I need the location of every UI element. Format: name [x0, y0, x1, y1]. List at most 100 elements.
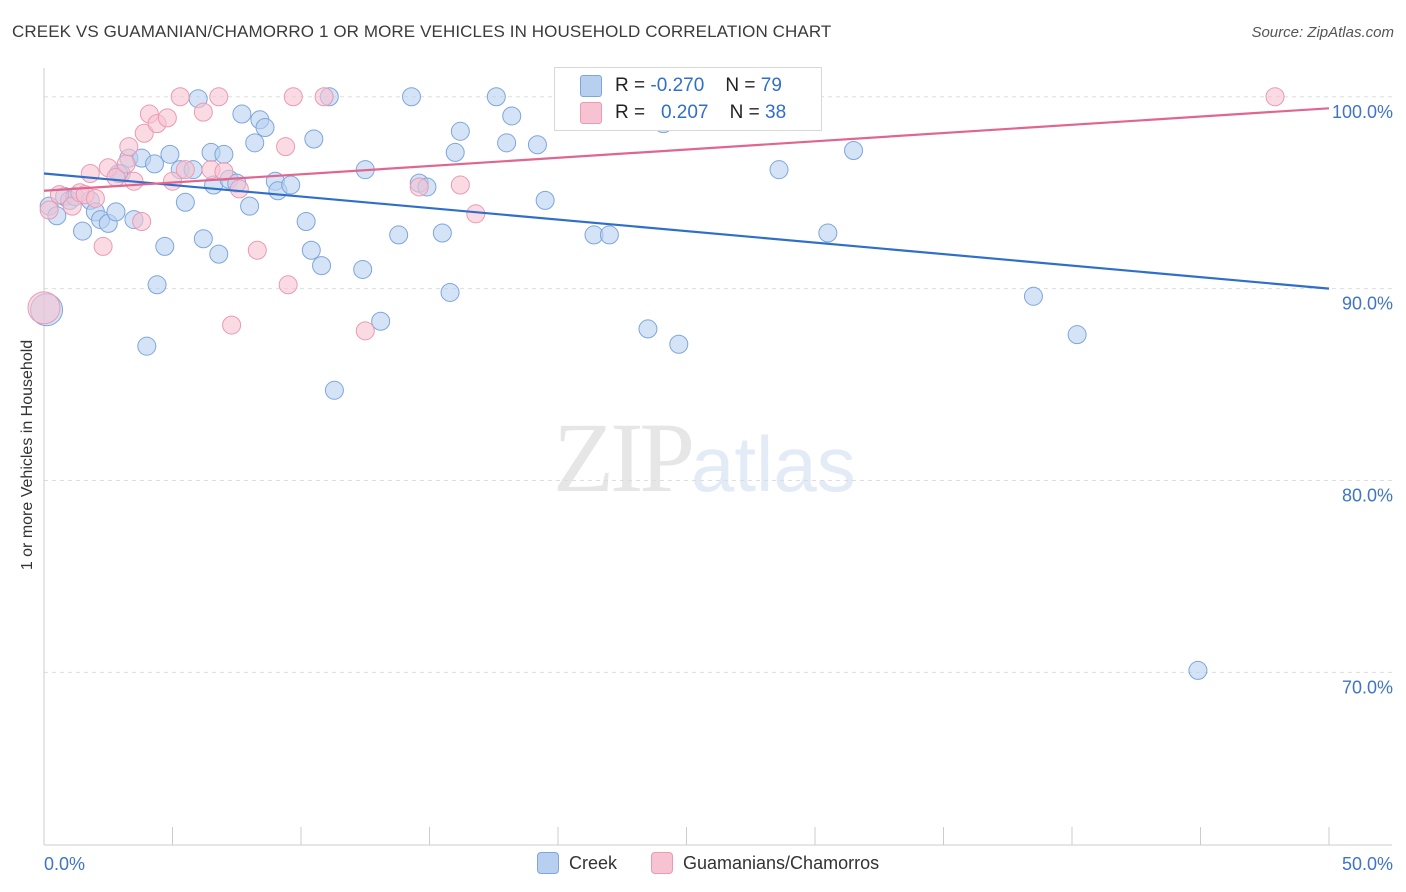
creek-r-value: -0.270	[650, 75, 705, 96]
creek-point-63	[599, 225, 619, 245]
legend-item-creek: Creek	[537, 852, 617, 874]
guam-r-label: R =	[615, 102, 646, 123]
guam-point-32	[355, 321, 375, 341]
y-tick-label-0: 100.0%	[1332, 102, 1393, 122]
creek-point-43	[324, 380, 344, 400]
creek-point-49	[402, 87, 422, 107]
chart-title: CREEK VS GUAMANIAN/CHAMORRO 1 OR MORE VE…	[12, 22, 832, 41]
creek-point-68	[669, 334, 689, 354]
creek-point-19	[160, 144, 180, 164]
guam-point-37	[27, 291, 61, 325]
creek-point-45	[353, 259, 373, 279]
y-tick-label-2: 80.0%	[1342, 485, 1393, 505]
creek-r-label: R =	[615, 75, 646, 96]
creek-point-21	[175, 192, 195, 212]
series-legend: Creek Guamanians/Chamorros	[0, 852, 1406, 876]
creek-point-58	[502, 106, 522, 126]
guam-n-label: N =	[729, 102, 760, 123]
guam-swatch	[580, 102, 602, 124]
creek-point-16	[145, 154, 165, 174]
creek-point-18	[155, 236, 175, 256]
guam-point-13	[132, 211, 152, 231]
guam-point-7	[93, 236, 113, 256]
creek-point-59	[527, 135, 547, 155]
guam-point-34	[450, 175, 470, 195]
trend-lines	[43, 107, 1330, 290]
guam-point-17	[157, 108, 177, 128]
guam-point-29	[278, 275, 298, 295]
tick-labels: 100.0% 90.0% 80.0% 70.0% 0.0% 50.0%	[44, 102, 1393, 874]
creek-point-41	[304, 129, 324, 149]
creek-point-32	[240, 196, 260, 216]
guam-n-value: 38	[765, 102, 787, 123]
x-tick-label-0: 0.0%	[44, 854, 85, 874]
guam-point-28	[276, 137, 296, 157]
guam-point-21	[193, 102, 213, 122]
creek-point-35	[255, 117, 275, 137]
guam-point-31	[314, 87, 334, 107]
guam-point-10	[116, 154, 136, 174]
creek-point-72	[818, 223, 838, 243]
watermark-atlas: atlas	[691, 420, 856, 508]
creek-point-27	[209, 244, 229, 264]
axes	[43, 68, 1392, 846]
y-tick-label-3: 70.0%	[1342, 677, 1393, 697]
guam-point-14	[134, 123, 154, 143]
legend-label-creek: Creek	[569, 852, 618, 873]
correlation-legend: R = -0.270 N = 79 R = 0.207 N = 38	[554, 67, 822, 131]
creek-point-74	[1023, 286, 1043, 306]
legend-swatch-guam	[651, 852, 673, 874]
guam-point-11	[119, 137, 139, 157]
source-label: Source: ZipAtlas.com	[1251, 24, 1394, 41]
guam-point-27	[247, 240, 267, 260]
creek-n-value: 79	[760, 75, 782, 96]
creek-point-56	[486, 87, 506, 107]
creek-swatch	[580, 75, 602, 97]
legend-item-guam: Guamanians/Chamorros	[651, 852, 879, 874]
creek-point-10	[106, 202, 126, 222]
creek-point-71	[769, 160, 789, 180]
creek-n-label: N =	[725, 75, 756, 96]
creek-point-48	[389, 225, 409, 245]
guam-point-20	[175, 160, 195, 180]
guam-point-33	[409, 177, 429, 197]
guam-point-0	[39, 200, 59, 220]
creek-point-57	[497, 133, 517, 153]
watermark: ZIPatlas	[553, 400, 856, 515]
guam-point-5	[80, 164, 100, 184]
y-tick-label-1: 90.0%	[1342, 294, 1393, 314]
creek-point-47	[371, 311, 391, 331]
creek-point-5	[73, 221, 93, 241]
creek-point-75	[1067, 325, 1087, 345]
guam-point-26	[229, 179, 249, 199]
creek-point-73	[844, 140, 864, 160]
guam-trend-line	[43, 107, 1330, 192]
creek-point-76	[1188, 660, 1208, 680]
guam-point-6	[85, 188, 105, 208]
creek-point-40	[301, 240, 321, 260]
legend-swatch-creek	[537, 852, 559, 874]
creek-point-54	[445, 142, 465, 162]
creek-point-33	[245, 133, 265, 153]
creek-point-55	[450, 121, 470, 141]
creek-point-42	[312, 256, 332, 276]
creek-point-24	[193, 229, 213, 249]
guam-point-23	[209, 87, 229, 107]
creek-point-28	[214, 144, 234, 164]
legend-label-guam: Guamanians/Chamorros	[683, 852, 880, 873]
x-tick-label-1: 50.0%	[1342, 854, 1393, 874]
guam-point-25	[222, 315, 242, 335]
creek-point-53	[440, 282, 460, 302]
guam-point-30	[283, 87, 303, 107]
guam-r-value: 0.207	[660, 102, 709, 123]
guam-point-24	[214, 162, 234, 182]
guam-point-36	[1265, 87, 1285, 107]
creek-point-39	[296, 211, 316, 231]
creek-point-17	[147, 275, 167, 295]
guam-point-19	[170, 87, 190, 107]
creek-point-52	[432, 223, 452, 243]
creek-point-15	[137, 336, 157, 356]
creek-point-65	[638, 319, 658, 339]
data-points	[27, 87, 1285, 680]
